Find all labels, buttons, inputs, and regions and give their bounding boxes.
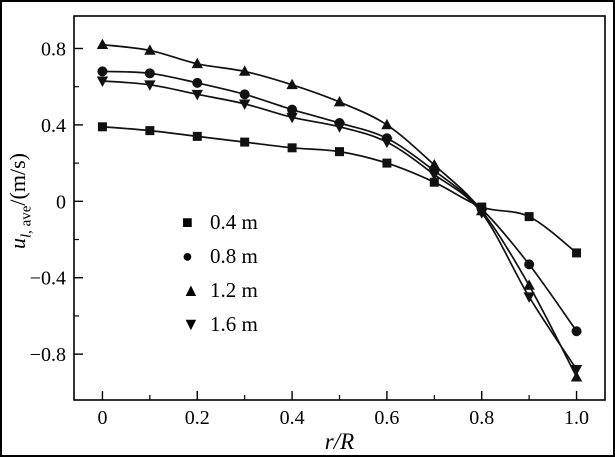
y-tick-label: −0.4 [30,268,66,290]
circle-marker-icon: ● [182,246,193,266]
y-axis-label-sub-italic: l [18,233,35,238]
legend-item: ▼ 1.6 m [182,313,258,336]
x-tick-label: 0.2 [185,407,210,429]
x-tick-label: 0 [97,407,107,429]
legend-item: ■ 0.4 m [182,211,258,234]
x-axis-label-text: r/R [324,429,355,454]
series-0.4m [97,122,582,258]
legend-label: 0.4 m [210,210,258,234]
triangle-down-marker-icon: ▼ [182,314,200,334]
series-1.6m [96,76,583,376]
legend: ■ 0.4 m ● 0.8 m ▲ 1.2 m ▼ 1.6 m [182,211,258,347]
y-tick-label: 0.8 [41,38,66,60]
series-0.8m [97,66,582,337]
legend-item: ● 0.8 m [182,245,258,268]
y-axis-label-sub-roman: , ave [18,205,35,234]
y-axis-label-unit: /(m/s) [5,153,30,206]
legend-item: ▲ 1.2 m [182,279,258,302]
x-tick-label: 0.4 [280,407,305,429]
y-tick-label: 0 [56,191,66,213]
series-line [102,70,578,332]
y-axis-label: ul, ave/(m/s) [5,69,35,333]
x-axis-label: r/R [74,429,605,455]
legend-label: 0.8 m [210,244,258,268]
triangle-up-marker-icon: ▲ [182,280,200,300]
legend-label: 1.6 m [210,312,258,336]
series-line [102,80,578,370]
series-line [102,43,578,378]
x-tick-label: 0.6 [374,407,399,429]
x-tick-label: 0.8 [469,407,494,429]
y-tick-label: 0.4 [41,115,66,137]
legend-label: 1.2 m [210,278,258,302]
square-marker-icon: ■ [182,212,193,232]
y-axis-label-var: u [5,237,30,249]
x-tick-label: 1.0 [564,407,589,429]
series-1.2m [96,38,583,382]
y-tick-label: −0.8 [30,344,66,366]
